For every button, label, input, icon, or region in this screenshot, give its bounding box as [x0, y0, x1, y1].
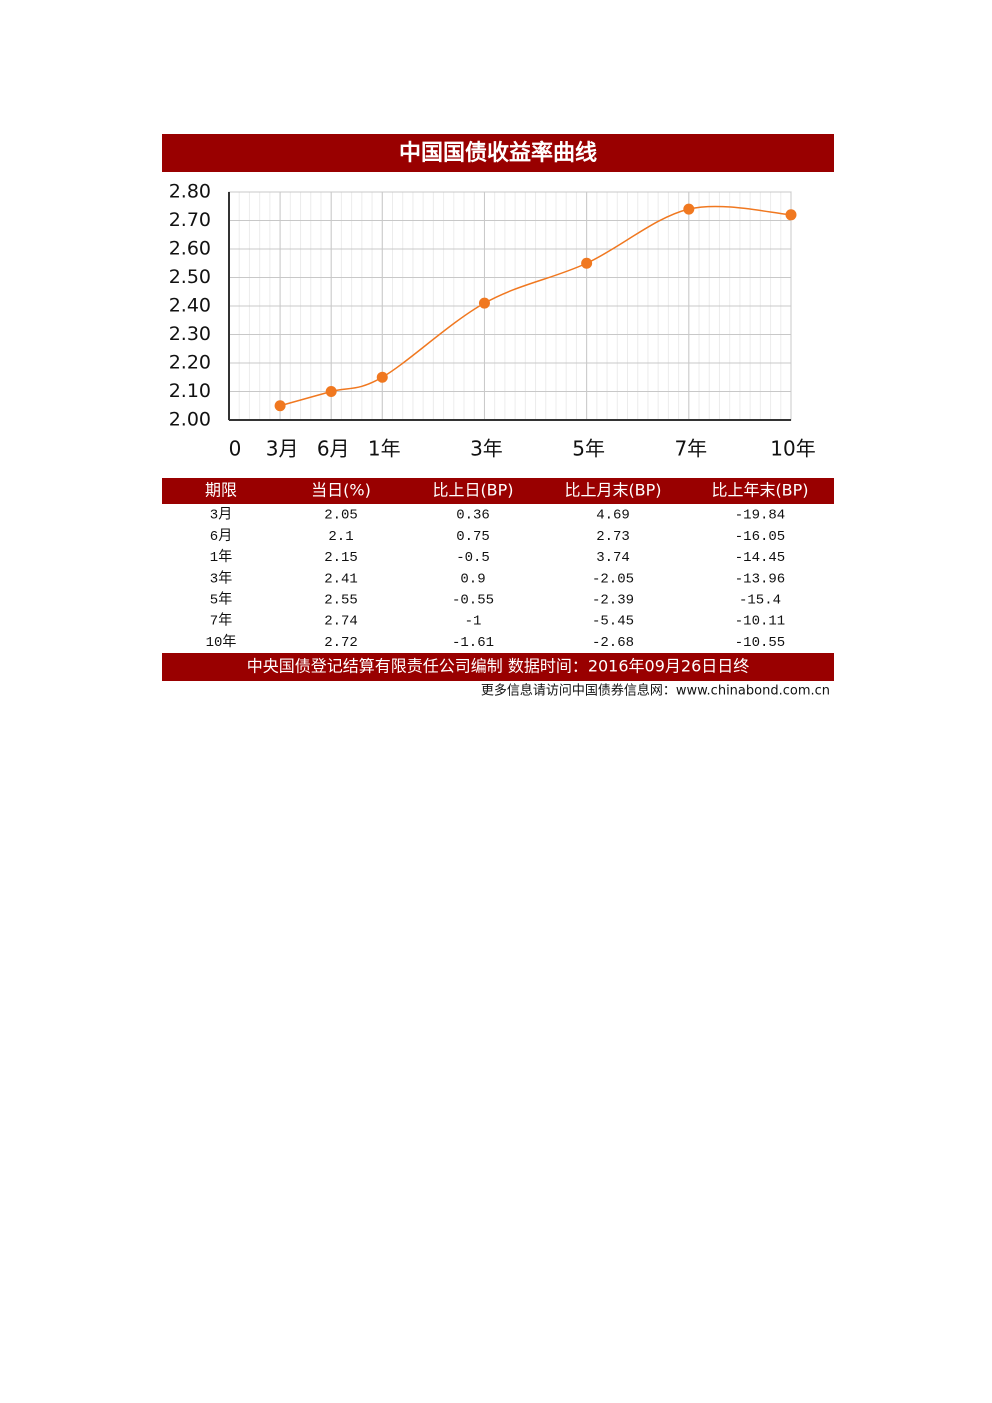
- data-point: [785, 209, 797, 221]
- x-tick-label: 5年: [572, 437, 605, 461]
- data-point: [683, 203, 695, 215]
- table-cell: -5.45: [592, 614, 634, 630]
- table-header: 当日(%): [311, 481, 371, 500]
- table-cell: 0.75: [456, 529, 490, 545]
- table-cell: 7年: [210, 613, 232, 630]
- y-tick-label: 2.20: [169, 352, 211, 374]
- source-note: 更多信息请访问中国债券信息网：www.chinabond.com.cn: [481, 683, 830, 699]
- table-cell: 2.15: [324, 550, 358, 566]
- table-cell: 6月: [210, 528, 232, 545]
- table-cell: -16.05: [735, 529, 785, 545]
- footer-bar: [162, 653, 834, 681]
- x-tick-label: 3年: [470, 437, 503, 461]
- data-point: [581, 257, 593, 269]
- table-cell: -10.55: [735, 635, 785, 651]
- y-tick-label: 2.50: [169, 266, 211, 288]
- y-tick-label: 2.00: [169, 409, 211, 431]
- table-cell: -0.5: [456, 550, 490, 566]
- table-cell: 0.9: [460, 571, 485, 587]
- y-tick-label: 2.70: [169, 209, 211, 231]
- table-cell: 2.73: [596, 529, 630, 545]
- y-tick-label: 2.10: [169, 380, 211, 402]
- table-cell: -19.84: [735, 508, 785, 524]
- y-tick-label: 2.30: [169, 323, 211, 345]
- footer-note: 中央国债登记结算有限责任公司编制 数据时间：2016年09月26日日终: [247, 657, 750, 676]
- table-cell: 1年: [210, 549, 232, 566]
- y-tick-label: 2.80: [169, 181, 211, 203]
- table-cell: 2.05: [324, 508, 358, 524]
- data-point: [376, 371, 388, 383]
- table-header: 比上月末(BP): [564, 481, 661, 500]
- table-cell: -1.61: [452, 635, 494, 651]
- table-cell: -2.68: [592, 635, 634, 651]
- table-cell: -2.39: [592, 593, 634, 609]
- table-cell: 2.41: [324, 571, 358, 587]
- table-cell: -13.96: [735, 571, 785, 587]
- table-cell: -14.45: [735, 550, 785, 566]
- table-header: 比上日(BP): [432, 481, 513, 500]
- title-banner: [162, 134, 834, 172]
- table-cell: 2.1: [328, 529, 353, 545]
- table-cell: 3月: [210, 507, 232, 524]
- table-cell: 2.74: [324, 614, 358, 630]
- data-point: [325, 386, 337, 397]
- table-cell: -15.4: [739, 593, 781, 609]
- x-tick-label: 0: [229, 437, 242, 461]
- x-tick-label: 6月: [317, 437, 350, 461]
- x-tick-label: 1年: [368, 437, 401, 461]
- table-cell: -0.55: [452, 593, 494, 609]
- table-cell: 0.36: [456, 508, 490, 524]
- y-tick-label: 2.40: [169, 295, 211, 317]
- data-point: [274, 400, 286, 412]
- table-cell: -10.11: [735, 614, 785, 630]
- x-tick-label: 7年: [674, 437, 707, 461]
- x-tick-label: 10年: [770, 437, 815, 461]
- table-cell: 2.72: [324, 635, 358, 651]
- table-cell: -2.05: [592, 571, 634, 587]
- chart-title: 中国国债收益率曲线: [399, 140, 597, 166]
- table-cell: 5年: [210, 592, 232, 609]
- table-cell: 3.74: [596, 550, 630, 566]
- y-tick-label: 2.60: [169, 238, 211, 260]
- table-cell: 4.69: [596, 508, 630, 524]
- table-header: 期限: [205, 481, 237, 500]
- table-cell: 10年: [206, 634, 237, 651]
- table-header-bar: [162, 478, 834, 504]
- table-cell: -1: [465, 614, 482, 630]
- x-tick-label: 3月: [266, 437, 299, 461]
- table-cell: 2.55: [324, 593, 358, 609]
- table-header: 比上年末(BP): [711, 481, 808, 500]
- data-point: [478, 297, 490, 309]
- table-cell: 3年: [210, 570, 232, 587]
